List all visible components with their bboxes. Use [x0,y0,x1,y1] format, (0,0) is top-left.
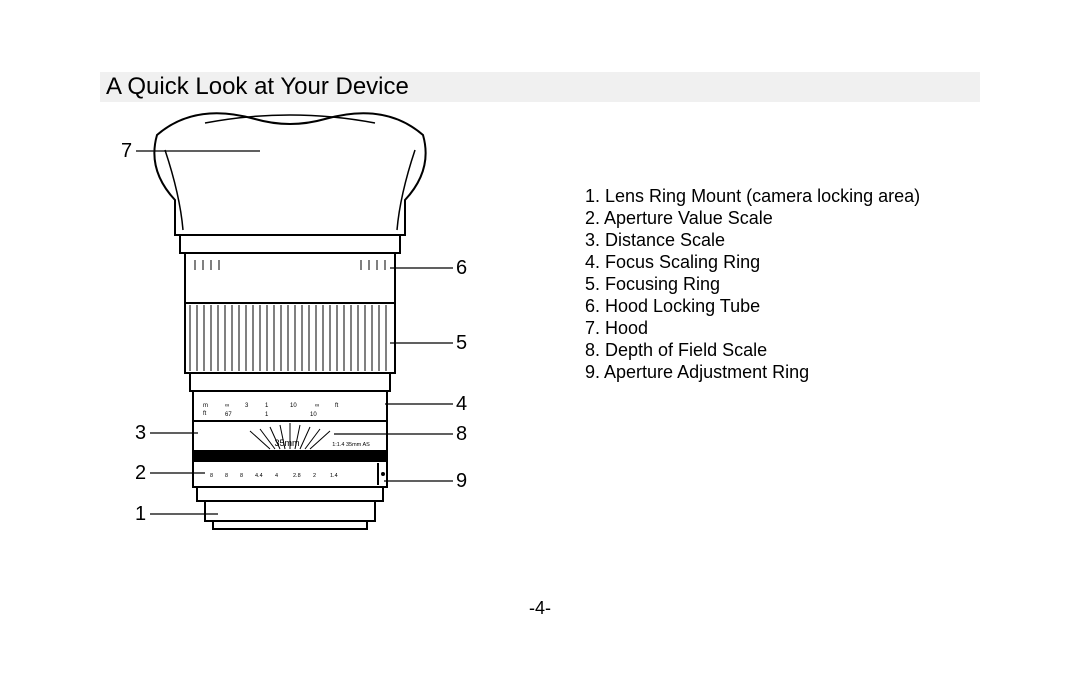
callout-6: 6 [456,257,467,280]
legend-item-6: 6. Hood Locking Tube [585,295,1015,317]
legend-item-3: 3. Distance Scale [585,229,1015,251]
page-number: -4- [0,598,1080,619]
legend-item-8: 8. Depth of Field Scale [585,339,1015,361]
legend-item-2: 2. Aperture Value Scale [585,207,1015,229]
callout-7: 7 [121,140,132,163]
callout-4: 4 [456,393,467,416]
legend-item-1: 1. Lens Ring Mount (camera locking area) [585,185,1015,207]
callout-5: 5 [456,332,467,355]
legend-item-5: 5. Focusing Ring [585,273,1015,295]
parts-legend: 1. Lens Ring Mount (camera locking area)… [585,185,1015,383]
callout-1: 1 [135,503,146,526]
callout-2: 2 [135,462,146,485]
legend-item-4: 4. Focus Scaling Ring [585,251,1015,273]
legend-item-9: 9. Aperture Adjustment Ring [585,361,1015,383]
legend-item-7: 7. Hood [585,317,1015,339]
callout-3: 3 [135,422,146,445]
callout-9: 9 [456,470,467,493]
callout-8: 8 [456,423,467,446]
